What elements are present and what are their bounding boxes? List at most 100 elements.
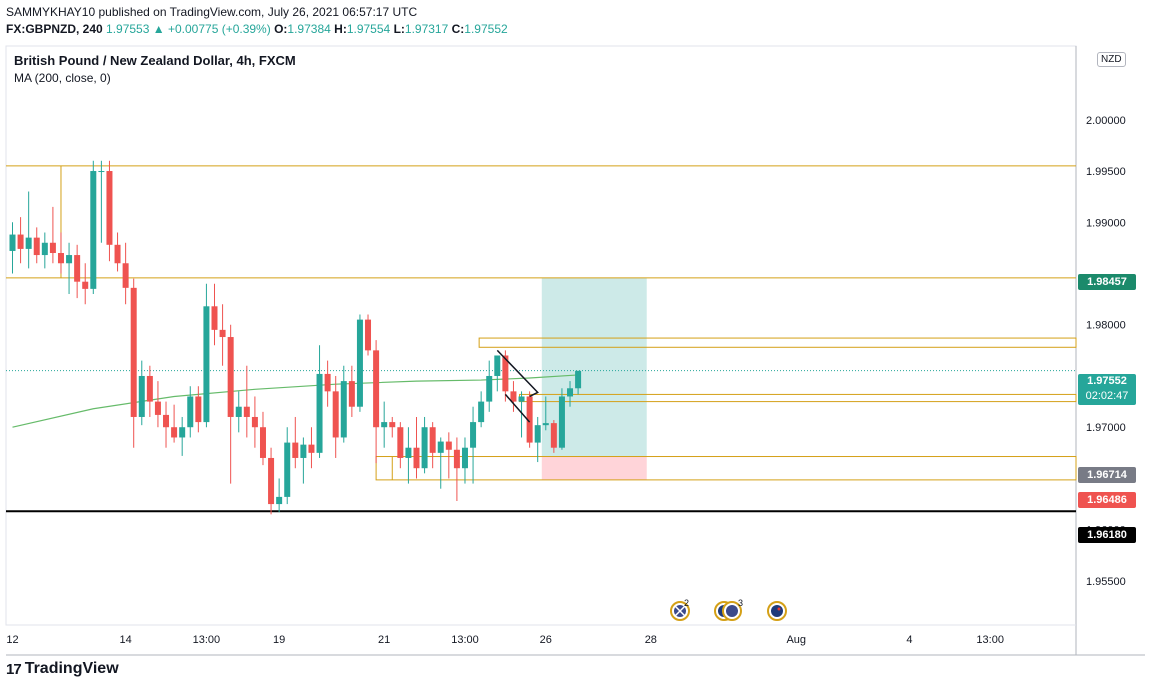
- chart-legend-title[interactable]: British Pound / New Zealand Dollar, 4h, …: [14, 53, 296, 68]
- horizontal-levels: [6, 165, 1077, 513]
- candle-up: [534, 416, 541, 463]
- y-tick-label: 1.98000: [1086, 320, 1126, 332]
- candle-body: [90, 171, 97, 289]
- current-price-tag: 1.97552 02:02:47: [1078, 374, 1136, 405]
- candle-body: [494, 355, 501, 376]
- plot-frame: [5, 45, 1077, 626]
- candle-body: [292, 442, 299, 458]
- candle-body: [567, 388, 574, 397]
- candle-down: [268, 447, 275, 515]
- x-tick-label: 19: [273, 634, 285, 646]
- candle-body: [389, 422, 396, 428]
- x-tick-label: 13:00: [451, 634, 479, 646]
- currency-badge[interactable]: NZD: [1097, 52, 1126, 67]
- candle-down: [259, 411, 266, 466]
- candle-body: [534, 425, 541, 443]
- candle-up: [421, 416, 428, 474]
- indicator-legend[interactable]: MA (200, close, 0): [14, 71, 111, 85]
- price-axis[interactable]: 1.955001.960001.970001.980001.990001.995…: [1086, 115, 1126, 588]
- y-tick-label: 2.00000: [1086, 115, 1126, 127]
- candle-up: [316, 345, 323, 458]
- candle-body: [381, 422, 388, 428]
- candle-body: [437, 441, 444, 453]
- candle-body: [316, 373, 323, 453]
- candle-body: [558, 396, 565, 448]
- candle-down: [163, 401, 170, 448]
- candle-down: [82, 263, 89, 305]
- low-value: 1.97317: [404, 22, 449, 36]
- candle-body: [575, 370, 582, 389]
- candle-up: [203, 283, 210, 428]
- candle-body: [340, 381, 347, 438]
- candle-up: [470, 406, 477, 484]
- time-axis[interactable]: 12 14 13:00 19 21 13:00 26 28 Aug 4 13:00: [6, 634, 1004, 646]
- candle-down: [348, 365, 355, 417]
- trendline-channel: [504, 393, 531, 423]
- candle-up: [98, 160, 105, 243]
- candle-down: [324, 360, 331, 407]
- candle-up: [381, 401, 388, 448]
- candle-down: [57, 232, 64, 274]
- published-line: SAMMYKHAY10 published on TradingView.com…: [6, 5, 418, 19]
- candle-down: [171, 404, 178, 443]
- candle-up: [300, 437, 307, 484]
- candle-body: [66, 255, 73, 264]
- economic-events[interactable]: 2 3: [670, 598, 787, 621]
- event-flag-uk[interactable]: 2: [670, 598, 690, 621]
- high-value: 1.97554: [346, 22, 391, 36]
- x-tick-label: 21: [378, 634, 390, 646]
- candle-down: [130, 278, 137, 448]
- open-value: 1.97384: [287, 22, 331, 36]
- candle-body: [154, 401, 161, 415]
- event-flag-nz-uk[interactable]: 3: [714, 598, 743, 621]
- candle-body: [74, 255, 81, 282]
- candle-body: [348, 381, 355, 407]
- candle-down: [429, 422, 436, 469]
- candle-body: [41, 242, 48, 256]
- candle-down: [373, 340, 380, 464]
- candle-up: [276, 478, 283, 513]
- candle-body: [445, 441, 452, 450]
- stop-price-tag: 1.96486: [1078, 492, 1136, 508]
- tradingview-brand[interactable]: 17 TradingView: [6, 660, 119, 678]
- candle-down: [154, 381, 161, 428]
- candle-body: [227, 337, 234, 417]
- candle-body: [356, 319, 363, 407]
- candle-body: [429, 427, 436, 453]
- zone-a-box: [478, 337, 1077, 348]
- candle-up: [558, 388, 565, 450]
- event-flag-nz[interactable]: [767, 601, 787, 621]
- candle-up: [567, 381, 574, 407]
- candle-body: [25, 237, 32, 249]
- symbol-label[interactable]: FX:GBPNZD, 240: [6, 22, 103, 36]
- candle-body: [114, 244, 121, 264]
- ohlc-line: FX:GBPNZD, 240 1.97553 ▲ +0.00775 (+0.39…: [6, 22, 508, 36]
- candle-body: [211, 306, 218, 330]
- resistance-price-tag: 1.98457: [1078, 274, 1136, 290]
- drawing-tools: [496, 349, 539, 423]
- candle-down: [397, 422, 404, 469]
- x-tick-label: 14: [119, 634, 131, 646]
- candle-up: [478, 391, 485, 428]
- candle-up: [9, 222, 16, 274]
- trendline-down: [496, 349, 539, 398]
- candle-down: [510, 381, 517, 412]
- candle-up: [187, 386, 194, 438]
- candle-down: [389, 416, 396, 438]
- current-price-value: 1.97552: [1087, 375, 1127, 387]
- entry-stop-box: [375, 456, 1077, 481]
- candle-down: [365, 314, 372, 356]
- candle-down: [33, 227, 40, 264]
- candle-up: [405, 427, 412, 484]
- x-tick-label: 13:00: [193, 634, 221, 646]
- candle-down: [122, 242, 129, 305]
- event-count-uk: 2: [684, 598, 689, 608]
- entry-price-tag: 1.96714: [1078, 467, 1136, 483]
- candle-body: [550, 423, 557, 448]
- x-tick-label: Aug: [786, 634, 806, 646]
- candle-down: [74, 244, 81, 299]
- candle-body: [171, 427, 178, 438]
- candle-down: [195, 386, 202, 433]
- candle-body: [486, 375, 493, 402]
